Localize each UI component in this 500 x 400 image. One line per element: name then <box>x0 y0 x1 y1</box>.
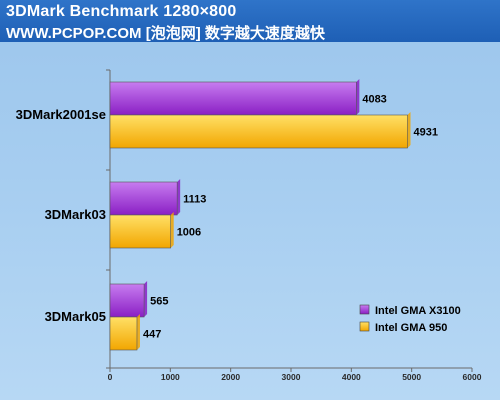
bar-side <box>356 79 360 115</box>
bar <box>109 283 145 318</box>
x-tick-label: 4000 <box>342 372 361 382</box>
category-label: 3DMark03 <box>45 207 106 222</box>
legend-label: Intel GMA X3100 <box>375 305 461 317</box>
x-tick-label: 3000 <box>282 372 301 382</box>
bar <box>109 114 408 149</box>
category-label: 3DMark2001se <box>16 107 106 122</box>
chart-title: 3DMark Benchmark 1280×800 <box>6 3 237 20</box>
bar-side <box>177 179 181 215</box>
chart-subtitle: WWW.PCPOP.COM [泡泡网] 数字越大速度越快 <box>6 25 325 42</box>
x-tick-label: 6000 <box>463 372 482 382</box>
bar <box>109 181 178 216</box>
value-label: 1113 <box>183 194 206 206</box>
bar-side <box>136 314 140 350</box>
value-label: 1006 <box>177 227 201 239</box>
legend-swatch <box>359 304 370 315</box>
legend-label: Intel GMA 950 <box>375 322 447 334</box>
x-tick-label: 2000 <box>221 372 240 382</box>
value-label: 4083 <box>362 94 386 106</box>
value-label: 565 <box>150 296 168 308</box>
bar-side <box>170 212 174 248</box>
x-tick-label: 1000 <box>161 372 180 382</box>
value-label: 447 <box>143 329 161 341</box>
value-label: 4931 <box>414 127 438 139</box>
title-banner: 3DMark Benchmark 1280×800 WWW.PCPOP.COM … <box>0 0 500 42</box>
bar-side <box>144 281 148 317</box>
category-label: 3DMark05 <box>45 309 106 324</box>
bar <box>109 316 138 351</box>
legend-swatch <box>359 321 370 332</box>
bar-side <box>407 112 411 148</box>
x-tick-label: 0 <box>108 372 113 382</box>
x-tick-label: 5000 <box>402 372 421 382</box>
bar <box>109 214 171 249</box>
bar <box>109 81 357 116</box>
